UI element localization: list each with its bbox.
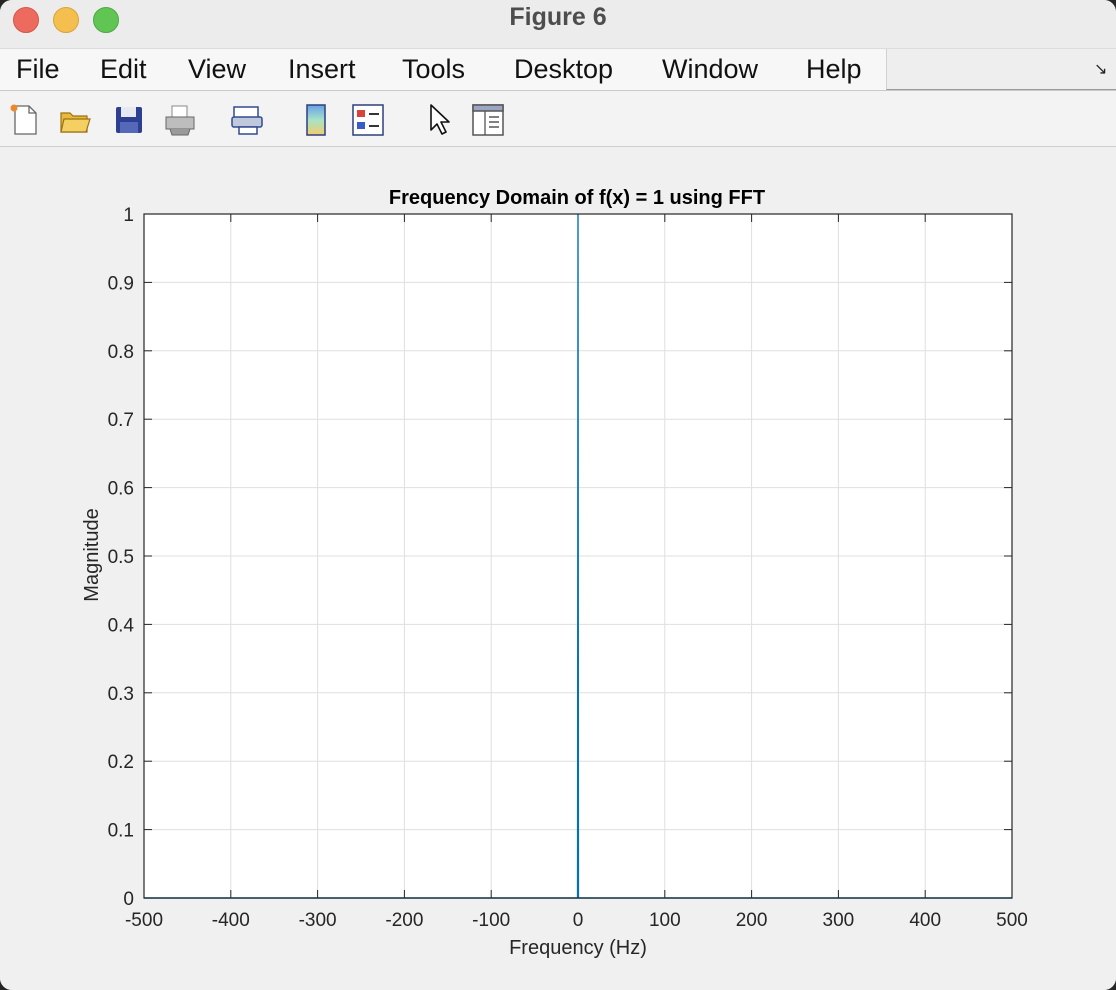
menu-desktop[interactable]: Desktop [514, 54, 614, 84]
figure-canvas: Frequency Domain of f(x) = 1 using FFT -… [0, 147, 1116, 990]
menu-help[interactable]: Help [806, 54, 862, 84]
close-window-button[interactable] [13, 7, 39, 33]
x-tick-label: 400 [909, 910, 941, 931]
dock-figure-icon[interactable]: ↘ [1094, 61, 1108, 78]
edit-plot-pointer-icon[interactable] [425, 103, 459, 137]
x-tick-labels: -500 -400 -300 -200 -100 0 100 200 300 400 500 [125, 910, 1028, 931]
menu-file[interactable]: File [16, 54, 60, 84]
menu-bar: File Edit View Insert Tools Desktop Wind… [0, 48, 1116, 91]
y-tick-labels: 0 0.1 0.2 0.3 0.4 0.5 0.6 0.7 0.8 0.9 1 [108, 205, 135, 910]
y-tick-label: 0.3 [108, 684, 134, 705]
x-tick-label: 100 [649, 910, 681, 931]
y-tick-label: 0.9 [108, 273, 134, 294]
x-tick-label: -400 [212, 910, 250, 931]
new-figure-icon[interactable] [8, 103, 42, 137]
y-tick-label: 0.5 [108, 547, 134, 568]
menu-insert[interactable]: Insert [288, 54, 356, 84]
y-tick-label: 0.2 [108, 752, 134, 773]
menu-tools[interactable]: Tools [402, 54, 466, 84]
minimize-window-button[interactable] [53, 7, 79, 33]
y-axis-label: Magnitude [81, 508, 103, 601]
chart-title: Frequency Domain of f(x) = 1 using FFT [389, 187, 765, 209]
legend-icon[interactable] [351, 103, 385, 137]
colorbar-icon[interactable] [300, 103, 334, 137]
menu-edit[interactable]: Edit [100, 54, 147, 84]
menu-window[interactable]: Window [662, 54, 759, 84]
property-inspector-icon[interactable] [471, 103, 505, 137]
x-axis-label: Frequency (Hz) [509, 937, 647, 959]
y-tick-label: 1 [123, 205, 134, 226]
x-tick-label: -100 [472, 910, 510, 931]
x-tick-label: -500 [125, 910, 163, 931]
y-tick-label: 0.6 [108, 479, 134, 500]
save-icon[interactable] [112, 103, 146, 137]
y-tick-label: 0.8 [108, 342, 134, 363]
axes-box [143, 213, 1013, 899]
print-icon[interactable] [163, 103, 197, 137]
y-tick-label: 0.4 [108, 615, 135, 636]
figure-toolbar [0, 91, 1116, 147]
menu-view[interactable]: View [188, 54, 247, 84]
y-tick-label: 0.7 [108, 410, 134, 431]
y-tick-label: 0 [123, 889, 134, 910]
link-plot-icon[interactable] [230, 103, 264, 137]
x-tick-label: 200 [736, 910, 768, 931]
x-tick-label: -200 [385, 910, 423, 931]
y-tick-label: 0.1 [108, 821, 134, 842]
x-tick-label: -300 [299, 910, 337, 931]
maximize-window-button[interactable] [93, 7, 119, 33]
open-file-icon[interactable] [58, 103, 92, 137]
x-tick-label: 300 [823, 910, 855, 931]
menu-bar-spacer [886, 49, 1116, 90]
x-tick-label: 500 [996, 910, 1028, 931]
fft-line-chart[interactable]: Frequency Domain of f(x) = 1 using FFT -… [0, 147, 1116, 990]
window-title: Figure 6 [509, 3, 607, 31]
x-tick-label: 0 [573, 910, 584, 931]
title-bar[interactable]: Figure 6 [0, 0, 1116, 48]
